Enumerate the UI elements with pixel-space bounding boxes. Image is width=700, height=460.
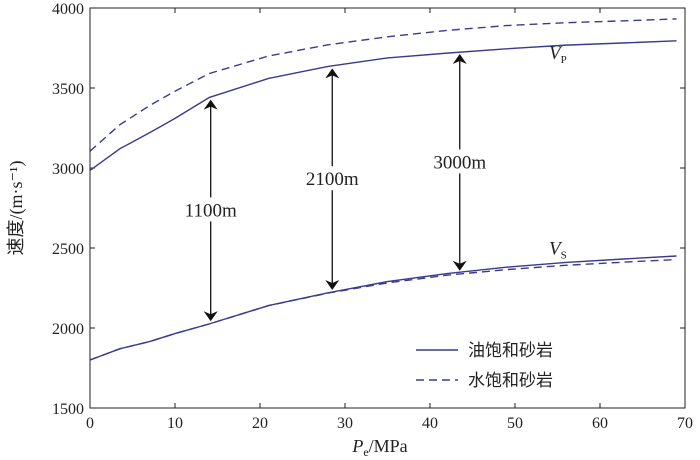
x-tick-label: 60 [592, 415, 608, 432]
x-axis-title-rest: /MPa [369, 436, 408, 456]
annotation-label: 3000m [433, 152, 486, 173]
curve-label-sub: P [561, 54, 567, 66]
curve-label-main: V [549, 43, 563, 64]
x-tick-label: 10 [167, 415, 183, 432]
legend: 油饱和砂岩 水饱和砂岩 [416, 341, 553, 391]
curve-label-main: V [549, 238, 563, 259]
x-axis-title-sub: e [363, 445, 368, 459]
plot-area [90, 8, 685, 408]
annotation-label: 1100m [185, 200, 237, 221]
curve-label-vp: VP [549, 43, 567, 66]
x-tick-label: 50 [507, 415, 523, 432]
plot-frame [89, 7, 686, 409]
tick-labels: 0 10 20 30 40 50 60 70 1500 2000 2500 3000 3500 4000 [52, 1, 693, 432]
annotation-bg [180, 197, 241, 222]
annotation-label: 2100m [306, 169, 359, 190]
x-axis-title: Pe/MPa [351, 436, 407, 459]
x-tick-label: 30 [337, 415, 353, 432]
series-line-0-oil [89, 40, 677, 171]
series-line-1-water [89, 18, 677, 152]
x-tick-label: 0 [86, 415, 94, 432]
curve-label-sub: S [561, 249, 567, 261]
x-tick-label: 20 [252, 415, 268, 432]
annotation-bg [302, 166, 363, 191]
legend-label-oil: 油饱和砂岩 [468, 341, 553, 361]
y-axis-title: 速度/(m·s⁻¹) [6, 161, 27, 256]
x-axis-title-main: P [351, 436, 363, 456]
y-tick-label: 1500 [52, 401, 84, 418]
legend-label-water: 水饱和砂岩 [468, 371, 553, 391]
y-tick-label: 3000 [52, 161, 84, 178]
x-tick-label: 40 [422, 415, 438, 432]
curve-label-vs: VS [549, 238, 567, 261]
x-tick-label: 70 [677, 415, 693, 432]
series-layer [89, 18, 677, 361]
y-tick-label: 2500 [52, 241, 84, 258]
y-tick-label: 4000 [52, 1, 84, 18]
y-tick-label: 3500 [52, 81, 84, 98]
annotation-bg [429, 149, 490, 174]
series-line-3-water [89, 258, 677, 361]
y-tick-label: 2000 [52, 321, 84, 338]
annotation-layer: 1100m 2100m 3000m [180, 54, 490, 322]
